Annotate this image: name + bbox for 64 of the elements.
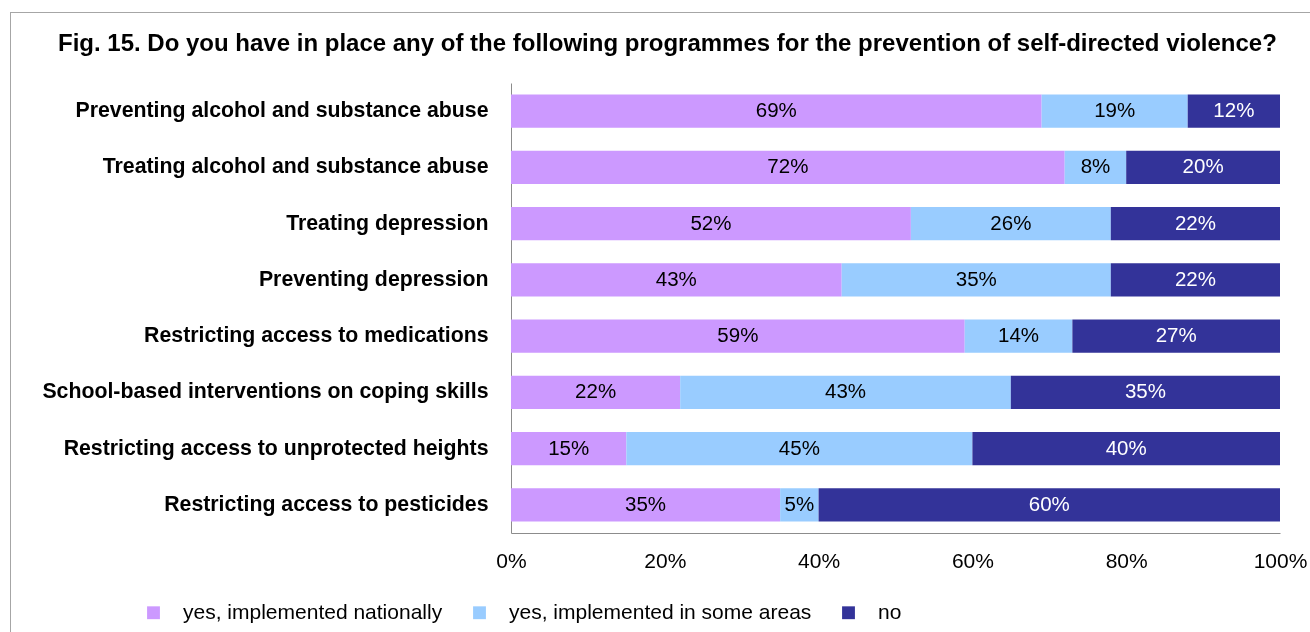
- bar: [680, 375, 1011, 409]
- data-label: 40%: [1105, 435, 1147, 459]
- bar: [1110, 263, 1280, 297]
- data-label: 5%: [784, 491, 815, 515]
- data-label: 20%: [1182, 154, 1224, 178]
- bar: [1110, 207, 1280, 241]
- data-label: 43%: [655, 266, 697, 290]
- x-tick-label: 0%: [496, 548, 527, 572]
- bar: [818, 488, 1280, 522]
- bar: [1041, 94, 1188, 128]
- data-label: 59%: [717, 323, 759, 347]
- data-label: 69%: [755, 98, 797, 122]
- bar: [1126, 150, 1280, 184]
- bar: [511, 150, 1065, 184]
- bar: [511, 94, 1042, 128]
- y-tick-label: Restricting access to unprotected heights: [63, 435, 489, 460]
- data-label: 27%: [1155, 323, 1197, 347]
- data-label: 22%: [1174, 266, 1216, 290]
- bar: [1187, 94, 1280, 128]
- y-tick-label: Preventing depression: [258, 266, 489, 291]
- data-label: 45%: [778, 435, 820, 459]
- data-label: 60%: [1028, 491, 1070, 515]
- chart-title: Fig. 15. Do you have in place any of the following programmes for the prevention of self-directed violence?: [58, 29, 1277, 56]
- bar: [1072, 319, 1280, 353]
- x-tick-label: 20%: [644, 548, 687, 572]
- x-tick-label: 80%: [1105, 548, 1148, 572]
- data-label: 26%: [990, 210, 1032, 234]
- bar: [841, 263, 1111, 297]
- data-label: 52%: [690, 210, 732, 234]
- x-tick-label: 60%: [951, 548, 994, 572]
- data-label: 35%: [625, 491, 667, 515]
- y-tick-label: Restricting access to medications: [144, 323, 489, 348]
- bar: [1010, 375, 1280, 409]
- y-tick-label: Preventing alcohol and substance abuse: [75, 98, 489, 123]
- bar: [511, 263, 842, 297]
- data-label: 35%: [955, 266, 997, 290]
- data-label: 72%: [767, 154, 809, 178]
- data-label: 35%: [1124, 379, 1166, 403]
- bar: [964, 319, 1073, 353]
- data-label: 15%: [548, 435, 590, 459]
- y-tick-label: Treating alcohol and substance abuse: [102, 154, 489, 179]
- legend-label: no: [878, 599, 902, 623]
- bar: [511, 432, 627, 466]
- data-label: 14%: [998, 323, 1040, 347]
- bar: [972, 432, 1280, 466]
- y-tick-label: School-based interventions on coping skills: [42, 379, 489, 404]
- x-tick-label: 40%: [798, 548, 841, 572]
- bar: [626, 432, 973, 466]
- x-tick-label: 100%: [1253, 548, 1308, 572]
- bar: [910, 207, 1111, 241]
- bar: [511, 375, 681, 409]
- bar: [511, 207, 911, 241]
- data-label: 22%: [1174, 210, 1216, 234]
- data-label: 43%: [825, 379, 867, 403]
- data-label: 19%: [1094, 98, 1136, 122]
- data-label: 12%: [1213, 98, 1255, 122]
- legend-label: yes, implemented nationally: [183, 599, 443, 623]
- data-label: 8%: [1080, 154, 1111, 178]
- legend-label: yes, implemented in some areas: [509, 599, 812, 623]
- bar: [511, 488, 781, 522]
- bar: [511, 319, 965, 353]
- y-tick-label: Restricting access to pesticides: [164, 491, 489, 516]
- y-tick-label: Treating depression: [286, 210, 489, 235]
- data-label: 22%: [575, 379, 617, 403]
